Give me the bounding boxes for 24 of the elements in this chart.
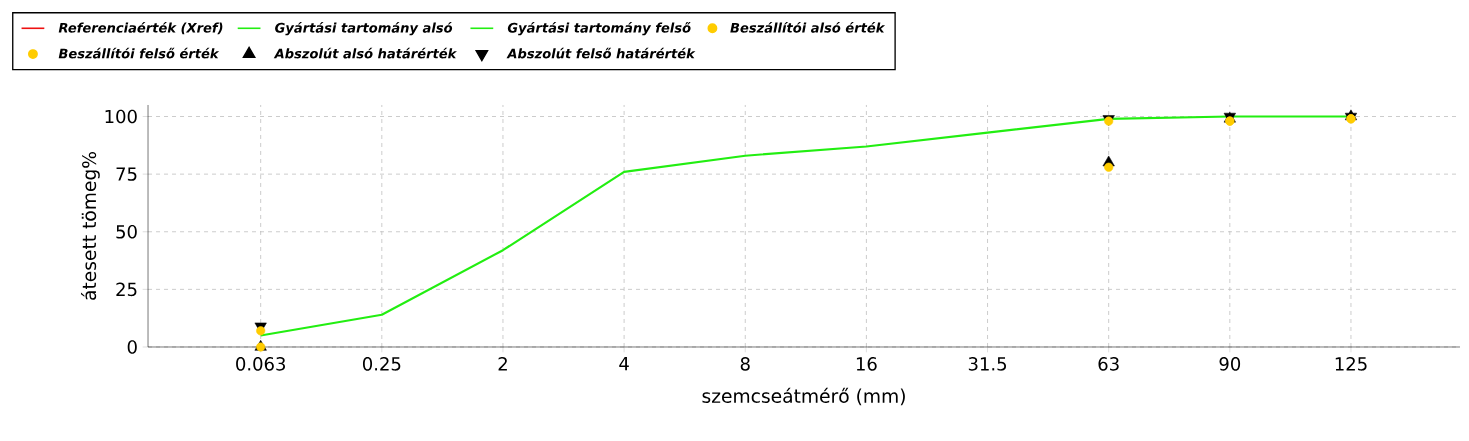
x-tick-label: 125 — [1335, 357, 1367, 371]
legend-label: Beszállítói alsó érték — [730, 22, 886, 33]
x-tick-label: 31.5 — [968, 357, 1007, 371]
x-tick-label: 90 — [1219, 357, 1241, 371]
x-tick-label: 63 — [1098, 357, 1119, 371]
y-tick-label: 0 — [127, 340, 137, 354]
x-tick-label: 0.25 — [362, 357, 401, 371]
x-tick-label: 4 — [619, 357, 629, 371]
legend-label: Referenciaérték (Xref) — [58, 22, 223, 35]
legend-label: Gyártási tartomány alsó — [275, 22, 453, 36]
legend-label: Abszolút alsó határérték — [273, 47, 457, 59]
x-tick-label: 0.063 — [236, 357, 285, 371]
x-axis-title: szemcseátmérő (mm) — [702, 387, 905, 406]
y-tick-label: 100 — [105, 109, 137, 124]
legend-label: Gyártási tartomány felső — [507, 22, 691, 36]
x-tick-label: 8 — [740, 357, 750, 371]
y-tick-label: 25 — [116, 282, 137, 297]
y-tick-label: 75 — [116, 167, 137, 181]
legend-label: Abszolút felső határérték — [506, 47, 696, 59]
y-axis-title: átesett tömeg% — [80, 152, 100, 300]
y-tick-label: 50 — [116, 224, 137, 239]
x-tick-label: 2 — [498, 357, 507, 371]
x-tick-label: 16 — [856, 357, 877, 371]
legend-label: Beszállítói felső érték — [58, 47, 220, 59]
